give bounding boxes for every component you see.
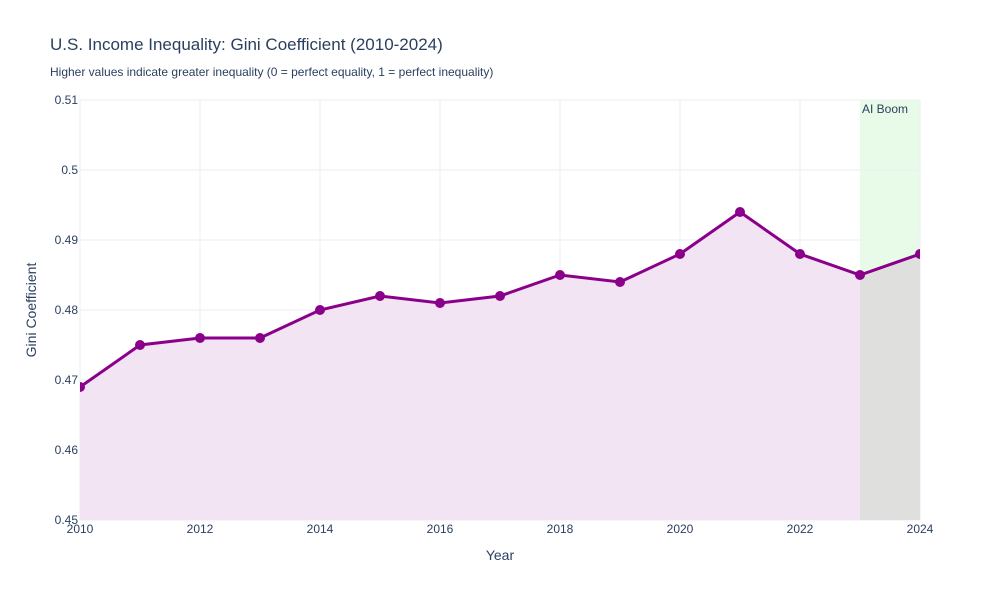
area-fill	[80, 212, 920, 520]
data-point	[195, 333, 205, 343]
x-tick-label: 2022	[787, 522, 814, 536]
data-point	[135, 340, 145, 350]
x-tick-label: 2016	[427, 522, 454, 536]
data-point	[855, 270, 865, 280]
data-point	[915, 249, 920, 259]
annotation-label: AI Boom	[862, 102, 908, 116]
data-point	[315, 305, 325, 315]
x-tick-label: 2014	[307, 522, 334, 536]
data-point	[795, 249, 805, 259]
x-tick-label: 2020	[667, 522, 694, 536]
y-tick-label: 0.45	[55, 513, 79, 527]
x-axis-label: Year	[486, 547, 515, 563]
x-tick-label: 2018	[547, 522, 574, 536]
data-point	[435, 298, 445, 308]
x-tick-label: 2024	[907, 522, 934, 536]
data-point	[615, 277, 625, 287]
data-point	[735, 207, 745, 217]
data-point	[555, 270, 565, 280]
data-point	[255, 333, 265, 343]
annotation-overlap	[860, 254, 920, 520]
chart-title: U.S. Income Inequality: Gini Coefficient…	[50, 35, 443, 54]
y-tick-label: 0.49	[55, 233, 79, 247]
y-tick-label: 0.51	[55, 93, 79, 107]
y-axis-label: Gini Coefficient	[23, 263, 39, 358]
x-tick-label: 2010	[67, 522, 94, 536]
y-tick-label: 0.5	[61, 163, 78, 177]
data-point	[80, 382, 85, 392]
data-point	[495, 291, 505, 301]
y-tick-label: 0.48	[55, 303, 79, 317]
y-tick-label: 0.47	[55, 373, 79, 387]
x-tick-label: 2012	[187, 522, 214, 536]
data-point	[375, 291, 385, 301]
chart-subtitle: Higher values indicate greater inequalit…	[50, 65, 493, 79]
y-tick-label: 0.46	[55, 443, 79, 457]
data-point	[675, 249, 685, 259]
